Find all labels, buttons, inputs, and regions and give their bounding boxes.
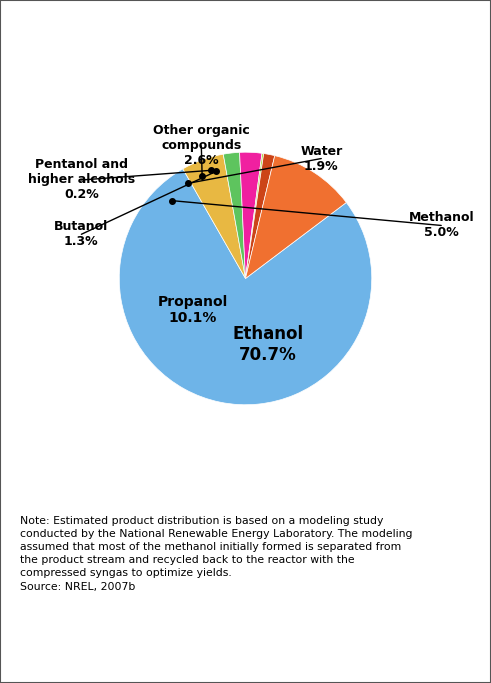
Text: Other organic
compounds
2.6%: Other organic compounds 2.6% (153, 124, 250, 167)
Wedge shape (119, 169, 372, 405)
Wedge shape (246, 154, 275, 279)
Text: Note: Estimated product distribution is based on a modeling study
conducted by t: Note: Estimated product distribution is … (20, 516, 412, 591)
Wedge shape (240, 152, 262, 279)
Text: Water
1.9%: Water 1.9% (300, 145, 342, 173)
Text: Butanol
1.3%: Butanol 1.3% (54, 221, 109, 249)
Wedge shape (246, 153, 264, 279)
Text: Methanol
5.0%: Methanol 5.0% (409, 212, 474, 240)
Wedge shape (246, 156, 346, 279)
Text: Propanol
10.1%: Propanol 10.1% (157, 295, 228, 325)
Text: Pentanol and
higher alcohols
0.2%: Pentanol and higher alcohols 0.2% (28, 158, 135, 201)
Wedge shape (223, 152, 246, 279)
Wedge shape (183, 154, 246, 279)
Text: Ethanol
70.7%: Ethanol 70.7% (233, 324, 304, 363)
